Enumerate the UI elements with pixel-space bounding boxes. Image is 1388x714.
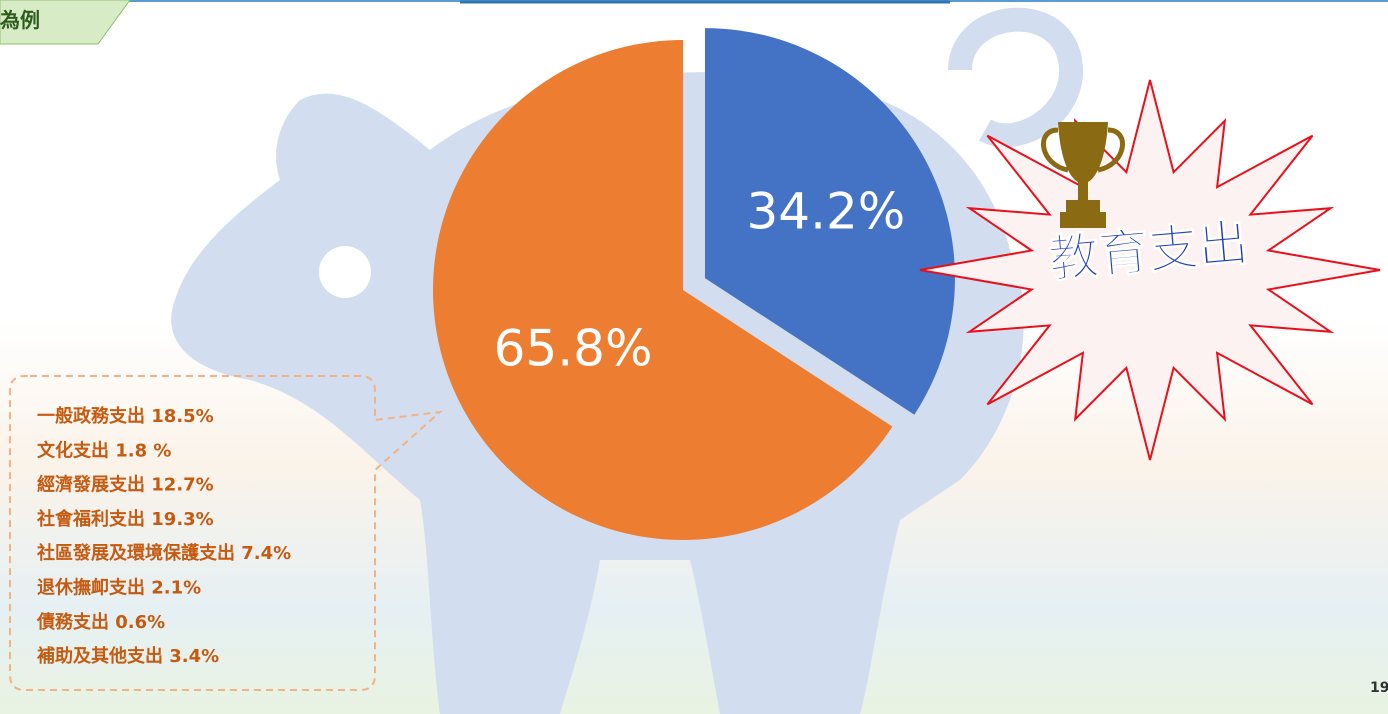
pie-slice [433,40,893,540]
starburst-shape [919,79,1381,461]
breakdown-list: 一般政務支出 18.5% 文化支出 1.8 % 經濟發展支出 12.7% 社會福利支出… [36,405,291,667]
breakdown-item: 經濟發展支出 12.7% [37,474,214,496]
pie: 34.2% 65.8% [433,28,955,540]
breakdown-item: 補助及其他支出 3.4% [36,645,219,667]
page-number: 19 [1370,680,1388,696]
pie-slice [704,28,955,415]
starburst [919,79,1381,461]
breakdown-item: 債務支出 0.6% [36,611,165,633]
slice-label: 34.2% [746,183,905,241]
slice-label: 65.8% [494,320,653,378]
breakdown-item: 社區發展及環境保護支出 7.4% [37,542,291,564]
trophy [1041,122,1125,228]
breakdown-item: 退休撫卹支出 2.1% [37,577,201,599]
breakdown-item: 社會福利支出 19.3% [37,508,214,530]
breakdown-item: 文化支出 1.8 % [37,439,171,461]
header-tab [0,0,131,45]
header-title: 為例 [0,8,40,32]
breakdown-item: 一般政務支出 18.5% [37,405,214,427]
pig-eye [319,246,371,298]
